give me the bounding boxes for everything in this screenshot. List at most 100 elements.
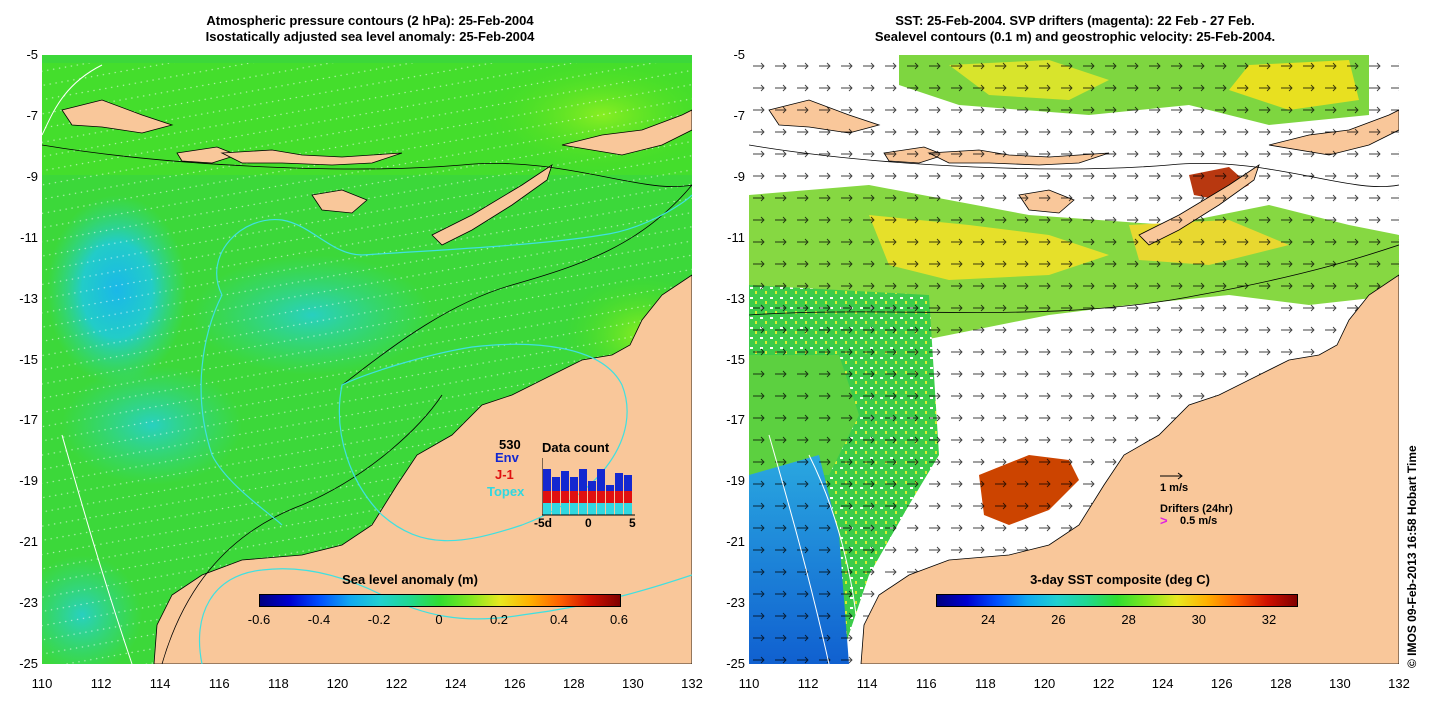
sst-map [749, 55, 1399, 664]
right-ytick: -23 [726, 595, 745, 611]
left-ytick: -25 [19, 656, 38, 671]
right-colorbar-tick: 30 [1191, 612, 1207, 627]
left-xtick: 124 [444, 676, 467, 691]
left-xtick: 112 [90, 676, 112, 691]
left-colorbar [259, 594, 621, 607]
left-xtick: 114 [149, 676, 171, 691]
inset-bar [597, 491, 605, 503]
right-colorbar-tick: 26 [1051, 612, 1066, 627]
right-colorbar-tick: 24 [980, 612, 996, 627]
right-panel-title: SST: 25-Feb-2004. SVP drifters (magenta)… [745, 13, 1405, 45]
left-ytick: -23 [19, 595, 38, 611]
inset-bar [570, 491, 578, 503]
inset-bar [624, 503, 632, 515]
inset-bar [588, 491, 596, 503]
inset-bar [552, 477, 560, 491]
inset-bar [606, 503, 614, 515]
right-xtick: 116 [915, 676, 937, 691]
right-xtick: 126 [1210, 676, 1233, 691]
right-colorbar-tick: 32 [1261, 612, 1277, 627]
drifter-scale-label: 0.5 m/s [1180, 515, 1218, 527]
left-panel-title: Atmospheric pressure contours (2 hPa): 2… [40, 13, 700, 45]
right-xtick: 114 [856, 676, 878, 691]
inset-xtick-2: 5 [629, 516, 636, 530]
right-ytick: -13 [726, 290, 745, 306]
right-ytick: -5 [733, 47, 745, 62]
inset-bar [561, 491, 569, 503]
inset-bar [615, 503, 623, 515]
right-ytick: -19 [726, 473, 745, 489]
left-colorbar-tick: 0.4 [549, 612, 569, 627]
left-ytick: -13 [19, 290, 38, 306]
left-colorbar-tick: 0 [435, 612, 443, 627]
data-count-inset: 530 Env J-1 Topex Data count -5d 0 5 [487, 437, 647, 535]
inset-bar [615, 473, 623, 491]
right-xtick: 124 [1151, 676, 1174, 691]
left-xtick: 130 [622, 676, 644, 691]
right-xtick: 120 [1033, 676, 1056, 691]
left-colorbar-title: Sea level anomaly (m) [342, 572, 478, 587]
left-ytick: -15 [19, 351, 38, 367]
right-title-line2: Sealevel contours (0.1 m) and geostrophi… [874, 29, 1276, 44]
inset-xtick-0: -5d [534, 516, 552, 530]
inset-bar [624, 491, 632, 503]
right-colorbar [936, 594, 1298, 607]
left-xtick: 116 [208, 676, 230, 691]
left-ytick: -9 [26, 168, 38, 184]
left-title-line2: Isostatically adjusted sea level anomaly… [205, 29, 535, 44]
inset-bar [570, 503, 578, 515]
right-xtick: 122 [1092, 676, 1115, 691]
credit-label: © IMOS 09-Feb-2013 16:58 Hobart Time [1405, 445, 1419, 668]
left-title-line1: Atmospheric pressure contours (2 hPa): 2… [206, 13, 534, 28]
left-colorbar-tick: -0.6 [247, 612, 271, 627]
inset-legend-j1: J-1 [495, 467, 514, 482]
inset-bar [579, 491, 587, 503]
right-xtick: 128 [1269, 676, 1292, 691]
drifter-arrow-icon: > [1160, 513, 1168, 528]
left-xtick: 118 [267, 676, 289, 691]
left-xtick: 120 [326, 676, 349, 691]
left-xtick: 132 [681, 676, 703, 691]
left-colorbar-tick: 0.2 [489, 612, 509, 627]
left-ytick: -7 [26, 107, 38, 123]
left-ytick: -11 [20, 229, 38, 245]
left-xtick: 122 [385, 676, 408, 691]
inset-bar [606, 491, 614, 503]
right-ytick: -7 [733, 107, 745, 123]
left-xtick: 128 [562, 676, 585, 691]
inset-bar [552, 491, 560, 503]
inset-title: Data count [542, 440, 610, 455]
inset-bar [570, 477, 578, 491]
inset-bar [561, 503, 569, 515]
inset-bar [597, 469, 605, 491]
inset-bar [561, 471, 569, 491]
inset-bar [579, 469, 587, 491]
inset-bar [543, 491, 551, 503]
vector-scale: 1 m/s [1160, 470, 1240, 500]
left-xtick: 126 [503, 676, 526, 691]
inset-legend-530: 530 [499, 437, 521, 452]
left-ytick: -21 [19, 534, 38, 550]
inset-bar [588, 481, 596, 491]
right-xtick: 132 [1388, 676, 1410, 691]
inset-bar [552, 503, 560, 515]
inset-bar [624, 475, 632, 491]
right-xtick: 130 [1329, 676, 1351, 691]
right-ytick: -9 [733, 168, 745, 184]
right-xtick: 110 [738, 676, 760, 691]
left-ytick: -5 [26, 47, 38, 62]
inset-bar [606, 485, 614, 491]
left-ytick: -17 [19, 412, 38, 428]
right-colorbar-title: 3-day SST composite (deg C) [1030, 572, 1210, 587]
right-ytick: -11 [727, 229, 745, 245]
left-colorbar-tick: 0.6 [609, 612, 629, 627]
left-colorbar-tick: -0.2 [367, 612, 391, 627]
right-ytick: -21 [726, 534, 745, 550]
inset-legend-env: Env [495, 450, 519, 465]
inset-xtick-1: 0 [585, 516, 592, 530]
inset-bar [615, 491, 623, 503]
right-xtick: 112 [797, 676, 819, 691]
inset-bar [543, 503, 551, 515]
sea-level-anomaly-map [42, 55, 692, 664]
right-colorbar-tick: 28 [1121, 612, 1136, 627]
